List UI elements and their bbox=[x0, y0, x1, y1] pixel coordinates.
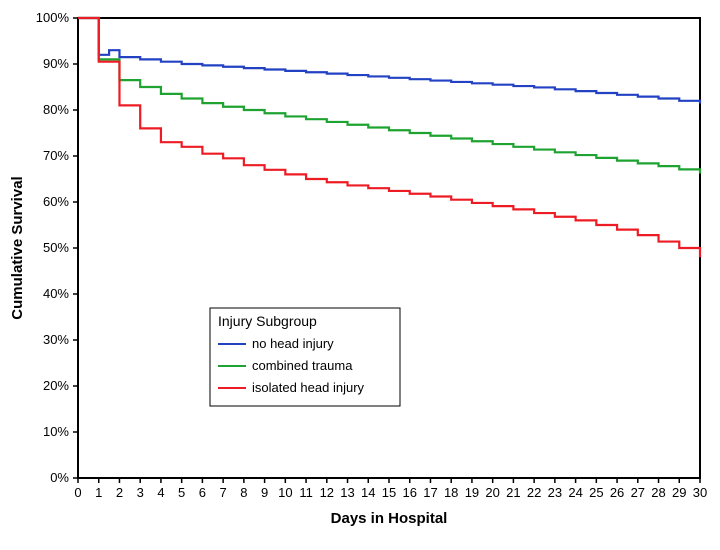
x-tick-label: 8 bbox=[240, 485, 247, 500]
legend-title: Injury Subgroup bbox=[218, 313, 317, 329]
x-tick-label: 12 bbox=[320, 485, 334, 500]
y-tick-label: 50% bbox=[43, 240, 69, 255]
y-axis-label: Cumulative Survival bbox=[9, 176, 26, 319]
survival-chart: 0%10%20%30%40%50%60%70%80%90%100%0123456… bbox=[0, 0, 720, 550]
plot-area bbox=[78, 18, 700, 478]
y-tick-label: 10% bbox=[43, 424, 69, 439]
y-tick-label: 40% bbox=[43, 286, 69, 301]
y-tick-label: 70% bbox=[43, 148, 69, 163]
y-tick-label: 30% bbox=[43, 332, 69, 347]
chart-svg: 0%10%20%30%40%50%60%70%80%90%100%0123456… bbox=[0, 0, 720, 550]
x-tick-label: 11 bbox=[299, 485, 313, 500]
x-tick-label: 0 bbox=[74, 485, 81, 500]
x-tick-label: 23 bbox=[548, 485, 562, 500]
x-tick-label: 25 bbox=[589, 485, 603, 500]
legend-label: no head injury bbox=[252, 336, 334, 351]
y-tick-label: 60% bbox=[43, 194, 69, 209]
x-tick-label: 4 bbox=[157, 485, 164, 500]
y-tick-label: 90% bbox=[43, 56, 69, 71]
x-tick-label: 3 bbox=[137, 485, 144, 500]
x-tick-label: 9 bbox=[261, 485, 268, 500]
x-tick-label: 21 bbox=[506, 485, 520, 500]
legend-label: combined trauma bbox=[252, 358, 353, 373]
x-tick-label: 29 bbox=[672, 485, 686, 500]
x-tick-label: 1 bbox=[95, 485, 102, 500]
x-tick-label: 18 bbox=[444, 485, 458, 500]
x-tick-label: 17 bbox=[423, 485, 437, 500]
x-axis-label: Days in Hospital bbox=[331, 510, 448, 527]
x-tick-label: 22 bbox=[527, 485, 541, 500]
x-tick-label: 19 bbox=[465, 485, 479, 500]
y-tick-label: 80% bbox=[43, 102, 69, 117]
y-tick-label: 20% bbox=[43, 378, 69, 393]
x-tick-label: 6 bbox=[199, 485, 206, 500]
y-tick-label: 100% bbox=[36, 10, 70, 25]
x-tick-label: 30 bbox=[693, 485, 707, 500]
legend-label: isolated head injury bbox=[252, 380, 365, 395]
x-tick-label: 15 bbox=[382, 485, 396, 500]
x-tick-label: 26 bbox=[610, 485, 624, 500]
x-tick-label: 7 bbox=[220, 485, 227, 500]
x-tick-label: 16 bbox=[402, 485, 416, 500]
x-tick-label: 13 bbox=[340, 485, 354, 500]
x-tick-label: 5 bbox=[178, 485, 185, 500]
x-tick-label: 14 bbox=[361, 485, 375, 500]
x-tick-label: 24 bbox=[568, 485, 582, 500]
y-tick-label: 0% bbox=[50, 470, 69, 485]
x-tick-label: 10 bbox=[278, 485, 292, 500]
x-tick-label: 20 bbox=[485, 485, 499, 500]
x-tick-label: 28 bbox=[651, 485, 665, 500]
x-tick-label: 2 bbox=[116, 485, 123, 500]
x-tick-label: 27 bbox=[631, 485, 645, 500]
